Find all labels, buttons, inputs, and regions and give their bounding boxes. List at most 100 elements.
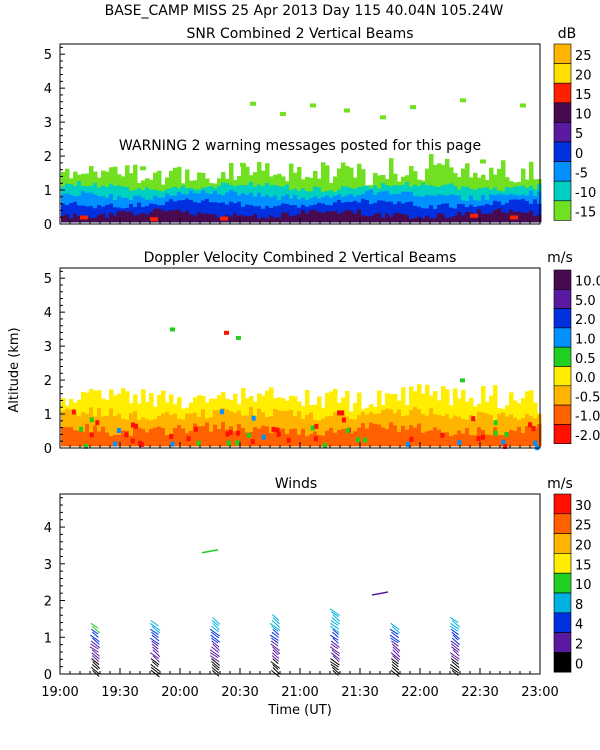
scale-swatch xyxy=(553,533,572,554)
wind-barb xyxy=(272,664,279,670)
field-cell xyxy=(93,217,98,223)
field-cell xyxy=(489,435,494,447)
velocity-cell xyxy=(137,440,142,446)
field-cell xyxy=(169,210,174,223)
y-tick-label: 0 xyxy=(44,668,52,683)
field-cell xyxy=(409,201,414,223)
field-cell xyxy=(321,435,326,447)
scale-label: -10 xyxy=(575,186,596,201)
field-cell xyxy=(241,206,246,223)
field-cell xyxy=(377,200,382,223)
echo-cell xyxy=(410,105,416,110)
field-cell xyxy=(125,430,130,447)
field-cell xyxy=(269,416,274,447)
field-cell xyxy=(289,216,294,223)
field-cell xyxy=(205,198,210,223)
field-cell xyxy=(73,412,78,447)
field-cell xyxy=(73,201,78,223)
field-cell xyxy=(273,206,278,223)
field-cell xyxy=(89,217,94,223)
wind-barb xyxy=(211,664,220,671)
field-cell xyxy=(505,202,510,223)
field-cell xyxy=(81,205,86,223)
field-cell xyxy=(517,426,522,447)
wind-barb xyxy=(211,646,220,653)
field-cell xyxy=(237,201,242,223)
field-cell xyxy=(473,214,478,223)
echo-cell xyxy=(80,215,88,220)
field-cell xyxy=(381,200,386,223)
wind-barb xyxy=(332,637,339,644)
velocity-cell xyxy=(235,440,240,446)
field-cell xyxy=(365,200,370,223)
field-cell xyxy=(133,207,138,223)
field-cell xyxy=(265,205,270,223)
field-cell xyxy=(397,201,402,223)
winds-units: m/s xyxy=(547,476,573,492)
field-cell xyxy=(89,206,94,223)
field-cell xyxy=(385,201,390,223)
velocity-cell xyxy=(323,442,328,448)
scale-swatch xyxy=(553,652,572,673)
field-cell xyxy=(221,421,226,447)
wind-barb xyxy=(450,628,459,635)
field-cell xyxy=(485,213,490,223)
scale-label: 20 xyxy=(575,538,592,553)
field-cell xyxy=(85,217,90,223)
wind-barb xyxy=(92,631,99,638)
field-cell xyxy=(429,408,434,447)
echo-cell xyxy=(470,213,478,218)
field-cell xyxy=(469,414,474,447)
wind-barb xyxy=(91,664,99,670)
wind-barb xyxy=(212,669,220,677)
scale-label: 2.0 xyxy=(575,313,596,328)
field-cell xyxy=(345,428,350,447)
field-cell xyxy=(413,205,418,223)
echo-cell xyxy=(220,216,228,221)
y-tick-label: 1 xyxy=(44,408,52,423)
velocity-cell xyxy=(71,409,76,415)
field-cell xyxy=(325,211,330,223)
field-cell xyxy=(125,391,130,447)
velocity-cell xyxy=(236,335,241,340)
field-cell xyxy=(85,206,90,223)
field-cell xyxy=(397,409,402,447)
wind-barb xyxy=(211,667,220,674)
field-cell xyxy=(537,214,542,223)
field-cell xyxy=(305,415,310,447)
field-cell xyxy=(117,211,122,223)
field-cell xyxy=(77,216,82,223)
field-cell xyxy=(445,432,450,447)
doppler-axes: 0 1 2 3 4 5 xyxy=(44,270,541,457)
field-cell xyxy=(481,412,486,447)
field-cell xyxy=(269,215,274,223)
field-cell xyxy=(297,214,302,223)
snr-units: dB xyxy=(558,26,577,42)
field-cell xyxy=(469,435,474,447)
velocity-cell xyxy=(116,428,121,434)
wind-barb xyxy=(271,625,279,632)
velocity-cell xyxy=(476,436,481,442)
field-cell xyxy=(337,200,342,223)
field-cell xyxy=(289,429,294,447)
field-cell xyxy=(381,217,386,223)
wind-barb xyxy=(272,658,279,664)
field-cell xyxy=(421,208,426,223)
field-cell xyxy=(233,203,238,223)
field-cell xyxy=(229,426,234,447)
time-axis: 19:00 19:30 20:00 20:30 21:00 21:30 22:00 22:30… xyxy=(41,685,558,700)
field-cell xyxy=(501,412,506,447)
wind-barb xyxy=(150,619,159,627)
field-cell xyxy=(97,431,102,447)
field-cell xyxy=(193,202,198,223)
wind-barb xyxy=(332,614,340,622)
wind-barb xyxy=(270,643,280,651)
field-cell xyxy=(465,428,470,447)
field-cell xyxy=(149,392,154,447)
wind-barb xyxy=(449,617,459,624)
wind-barb xyxy=(90,640,101,649)
field-cell xyxy=(117,434,122,447)
field-cell xyxy=(321,418,326,447)
field-cell xyxy=(517,199,522,223)
field-cell xyxy=(209,214,214,223)
